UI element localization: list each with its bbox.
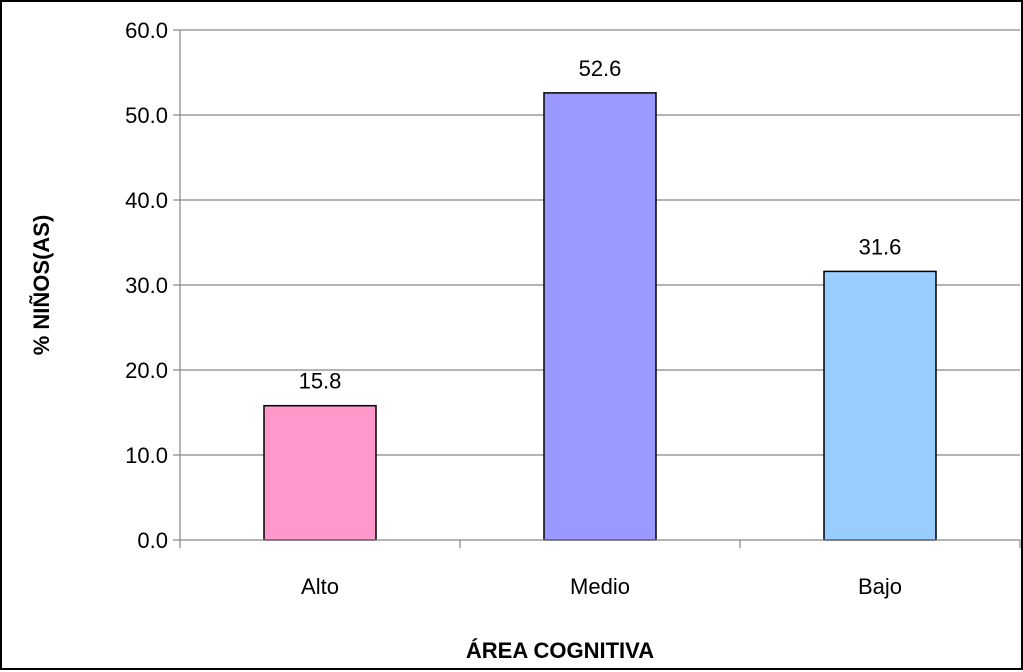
x-axis-title: ÁREA COGNITIVA bbox=[466, 638, 654, 663]
data-label-bajo: 31.6 bbox=[859, 234, 902, 259]
y-tick-label: 20.0 bbox=[125, 358, 168, 383]
y-tick-label: 0.0 bbox=[137, 528, 168, 553]
y-tick-label: 60.0 bbox=[125, 18, 168, 43]
x-tick-label-alto: Alto bbox=[301, 574, 339, 599]
bars bbox=[263, 92, 937, 541]
x-tick-label-medio: Medio bbox=[570, 574, 630, 599]
data-label-alto: 15.8 bbox=[299, 369, 342, 394]
y-tick-label: 30.0 bbox=[125, 273, 168, 298]
x-tick-label-bajo: Bajo bbox=[858, 574, 902, 599]
bar-bajo bbox=[823, 270, 937, 541]
bar-alto bbox=[263, 404, 377, 541]
data-label-medio: 52.6 bbox=[579, 56, 622, 81]
y-tick-label: 40.0 bbox=[125, 188, 168, 213]
bar-medio bbox=[543, 92, 657, 541]
axes bbox=[173, 29, 1021, 548]
y-tick-label: 10.0 bbox=[125, 443, 168, 468]
labels: 0.0 10.0 20.0 30.0 40.0 50.0 60.0 15.8 Alto 52.6 M… bbox=[125, 18, 902, 599]
y-axis-title: % NIÑOS(AS) bbox=[29, 215, 54, 356]
y-tick-label: 50.0 bbox=[125, 103, 168, 128]
